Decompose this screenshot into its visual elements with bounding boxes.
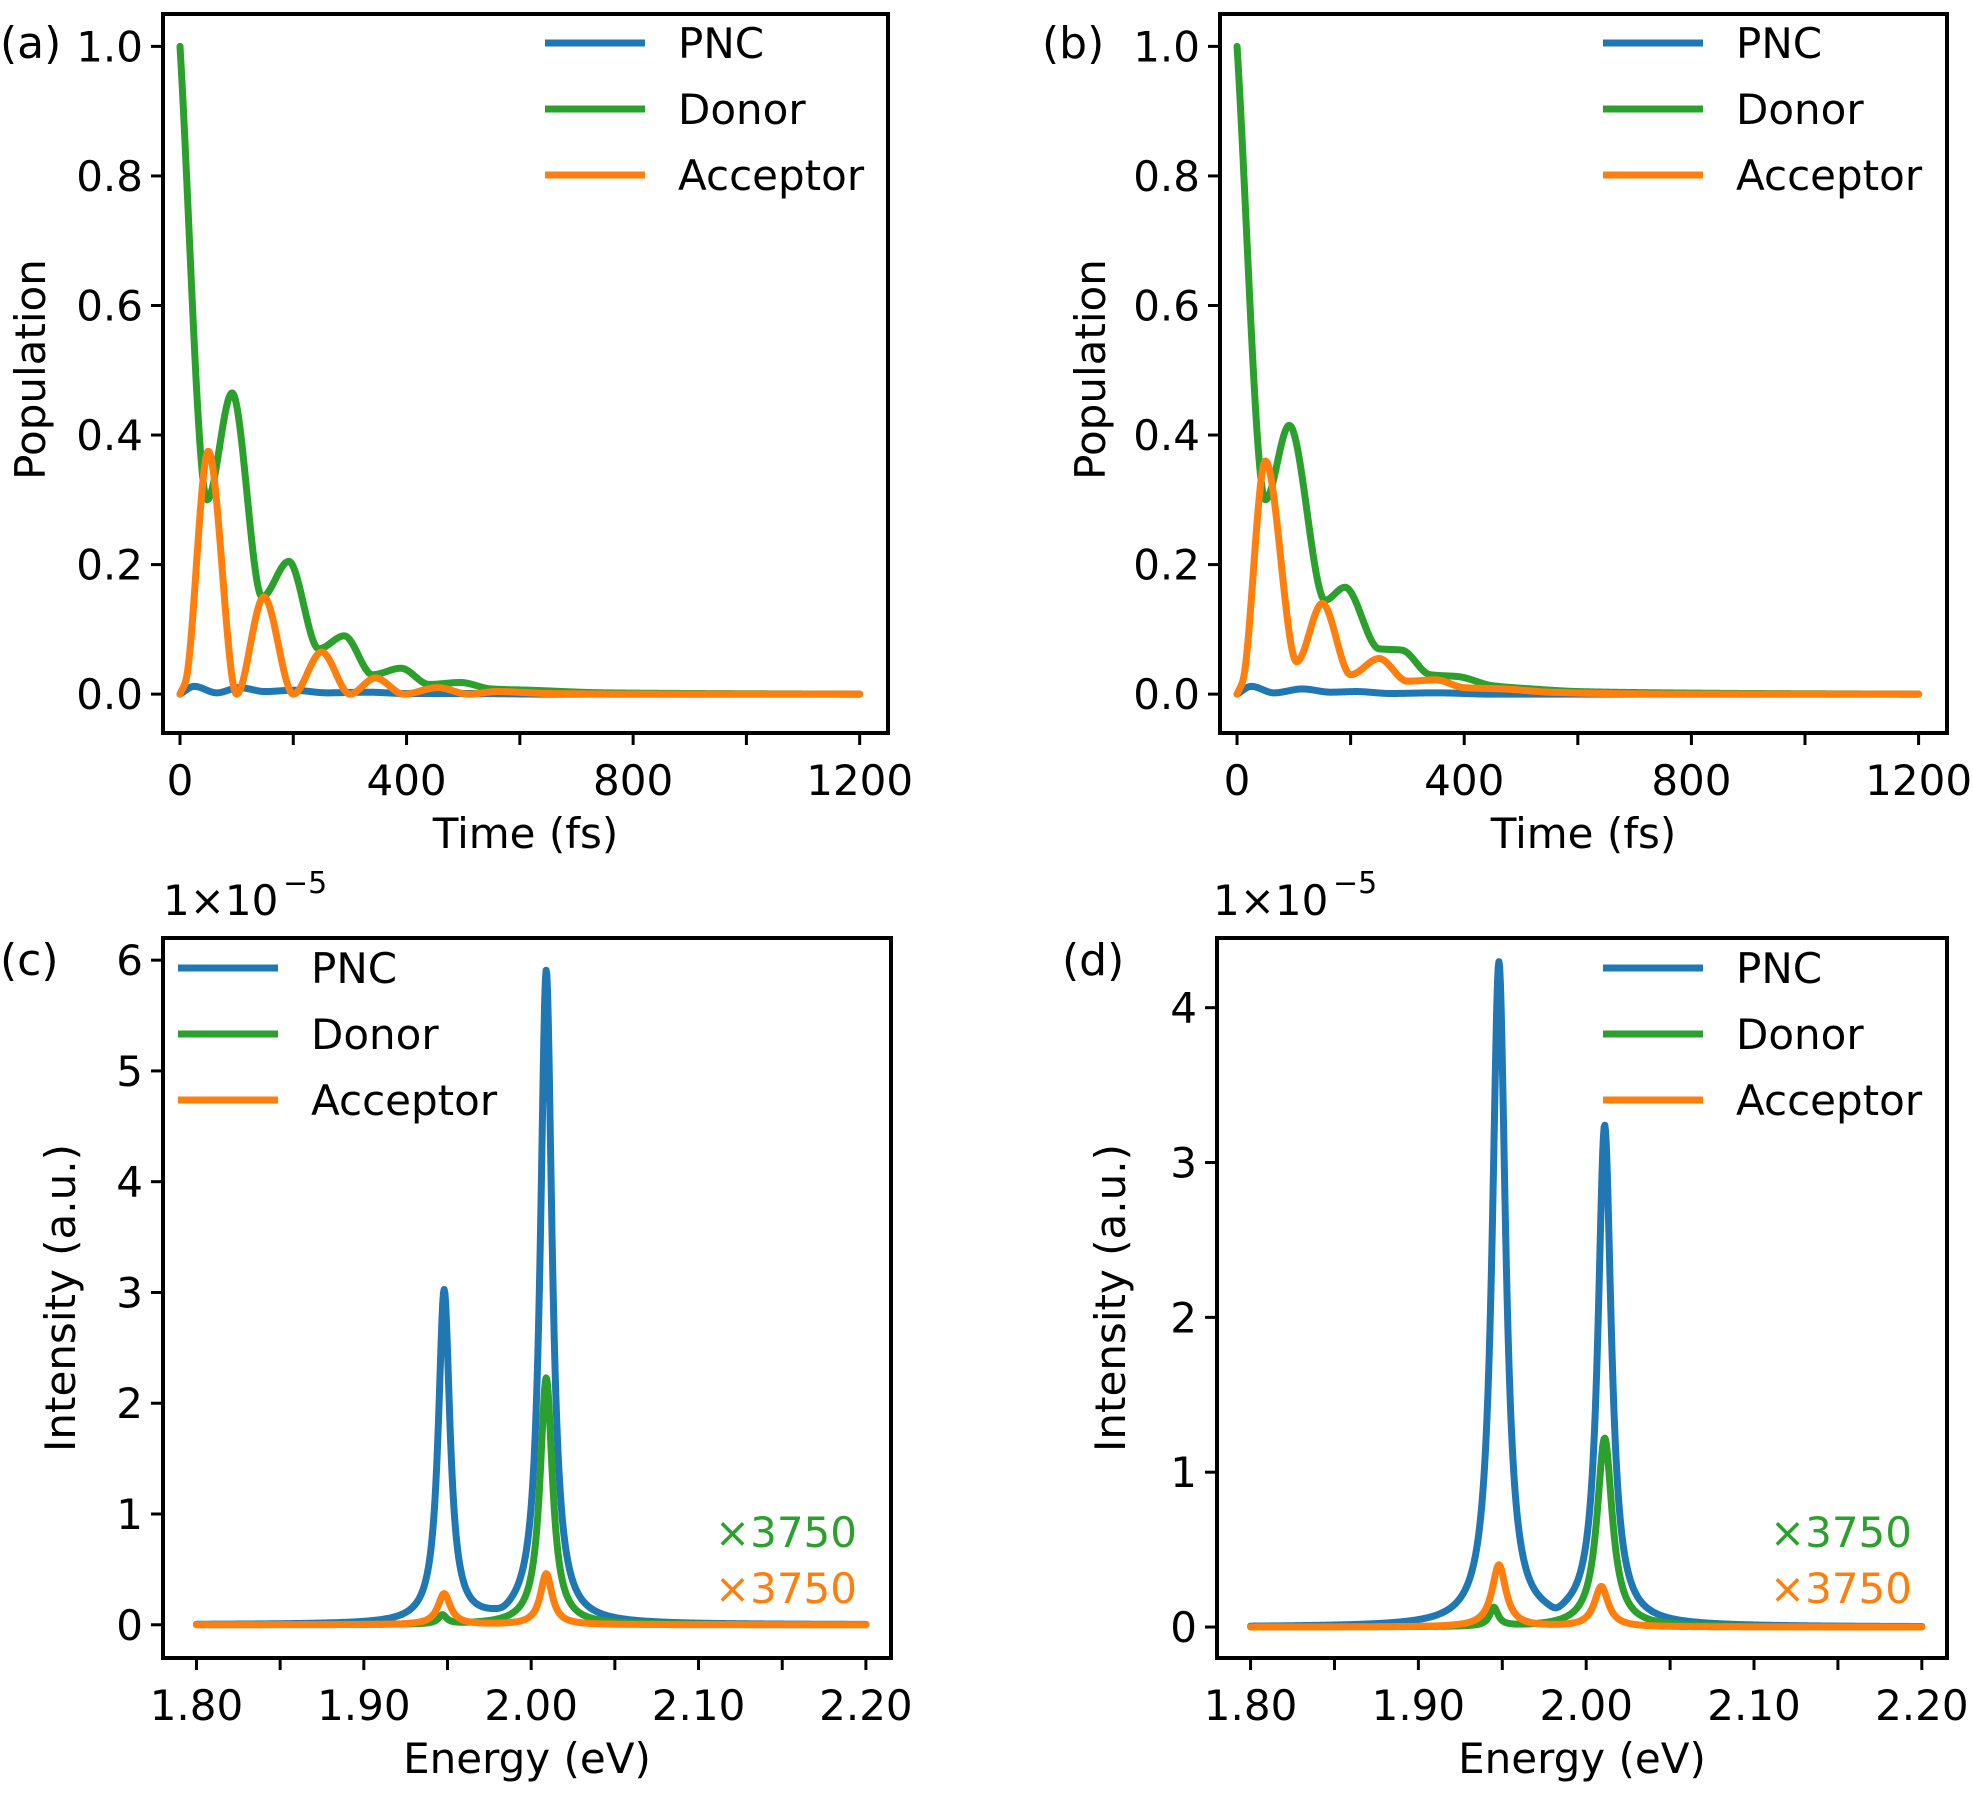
x-axis-label: Time (fs) — [432, 809, 619, 858]
legend-label-donor: Donor — [678, 85, 806, 134]
legend: PNC Donor Acceptor — [1603, 944, 1923, 1125]
panel-b: 0 400 800 1200 0.0 0.2 0.4 0.6 0.8 1.0 Time (fs) Po… — [1042, 12, 1972, 858]
series-line-donor — [1233, 42, 1923, 698]
legend-label-donor: Donor — [311, 1010, 439, 1059]
y-tick-label: 0.4 — [1133, 411, 1200, 460]
legend-label-pnc: PNC — [678, 19, 764, 68]
y-tick-label: 0 — [1170, 1603, 1197, 1652]
axes-frame — [161, 936, 893, 1660]
scale-factor-note-acceptor: ×3750 — [1770, 1564, 1912, 1613]
series-line-acceptor — [192, 1570, 870, 1629]
y-tick-label: 0.8 — [1133, 152, 1200, 201]
y-tick-label: 0 — [116, 1601, 143, 1650]
axes-frame — [1218, 12, 1949, 735]
x-tick-label: 1.90 — [317, 1681, 411, 1730]
x-tick-label: 1.80 — [150, 1681, 244, 1730]
y-axis-label: Intensity (a.u.) — [1086, 1144, 1135, 1452]
series-line-acceptor — [1233, 457, 1923, 698]
y-axis-label: Population — [6, 259, 55, 480]
legend-label-pnc: PNC — [1736, 944, 1822, 993]
legend: PNC Donor Acceptor — [178, 944, 498, 1125]
scale-factor-note-donor: ×3750 — [1770, 1508, 1912, 1557]
x-axis-label: Energy (eV) — [1458, 1734, 1706, 1783]
x-tick-label: 2.10 — [652, 1681, 746, 1730]
legend-label-pnc: PNC — [311, 944, 397, 993]
y-tick-label: 0.6 — [76, 281, 143, 330]
legend-label-donor: Donor — [1736, 85, 1864, 134]
panel-label: (a) — [0, 18, 61, 69]
x-tick-label: 2.00 — [484, 1681, 578, 1730]
x-tick-label: 1.80 — [1204, 1681, 1298, 1730]
plot-area — [1247, 958, 1926, 1631]
legend-label-pnc: PNC — [1736, 19, 1822, 68]
series-line-acceptor — [176, 447, 864, 698]
scale-factor-note-donor: ×3750 — [715, 1508, 857, 1557]
y-tick-label: 3 — [1170, 1139, 1197, 1188]
x-tick-label: 800 — [593, 756, 673, 805]
panel-d: 1.80 1.90 2.00 2.10 2.20 0 1 2 3 4 Energy (eV) Inte… — [1062, 866, 1969, 1783]
y-tick-label: 3 — [116, 1268, 143, 1317]
y-tick-label: 0.4 — [76, 411, 143, 460]
panel-label: (b) — [1042, 18, 1104, 69]
legend-label-acceptor: Acceptor — [1736, 151, 1923, 200]
y-tick-label: 0.2 — [1133, 541, 1200, 590]
x-tick-label: 2.20 — [1875, 1681, 1969, 1730]
x-tick-label: 400 — [366, 756, 446, 805]
y-tick-label: 2 — [1170, 1293, 1197, 1342]
y-tick-label: 0.2 — [76, 541, 143, 590]
x-axis-label: Energy (eV) — [403, 1734, 651, 1783]
y-tick-label: 0.6 — [1133, 281, 1200, 330]
series-line-donor — [176, 42, 864, 698]
x-tick-label: 1200 — [806, 756, 913, 805]
panel-label: (c) — [0, 935, 59, 986]
panel-a: 0 400 800 1200 0.0 0.2 0.4 0.6 0.8 1.0 Time (fs) Po… — [0, 12, 913, 858]
legend: PNC Donor Acceptor — [545, 19, 865, 200]
y-axis-label: Population — [1066, 259, 1115, 480]
x-tick-label: 400 — [1424, 756, 1504, 805]
axes-frame — [1215, 936, 1949, 1660]
y-tick-label: 4 — [1170, 984, 1197, 1033]
legend-label-acceptor: Acceptor — [311, 1076, 498, 1125]
y-tick-label: 0.8 — [76, 152, 143, 201]
x-tick-label: 2.00 — [1539, 1681, 1633, 1730]
y-offset-exponent: −5 — [283, 866, 327, 901]
y-tick-label: 6 — [116, 936, 143, 985]
y-tick-label: 2 — [116, 1379, 143, 1428]
plot-area — [1233, 42, 1923, 698]
x-tick-label: 1.90 — [1372, 1681, 1466, 1730]
y-tick-label: 0.0 — [1133, 670, 1200, 719]
panel-c: 1.80 1.90 2.00 2.10 2.20 0 1 2 3 4 5 6 Energy (eV) In… — [0, 866, 913, 1783]
y-offset-exponent: −5 — [1333, 866, 1377, 901]
y-offset-label: 1×10 — [163, 876, 278, 925]
panel-label: (d) — [1062, 935, 1124, 986]
y-tick-label: 0.0 — [76, 670, 143, 719]
x-tick-label: 800 — [1651, 756, 1731, 805]
plot-area — [192, 966, 870, 1629]
y-tick-label: 1 — [116, 1490, 143, 1539]
y-tick-label: 5 — [116, 1047, 143, 1096]
x-tick-label: 0 — [1224, 756, 1251, 805]
x-axis-label: Time (fs) — [1490, 809, 1677, 858]
x-tick-label: 2.10 — [1707, 1681, 1801, 1730]
legend: PNC Donor Acceptor — [1603, 19, 1923, 200]
legend-label-acceptor: Acceptor — [1736, 1076, 1923, 1125]
x-tick-label: 2.20 — [819, 1681, 913, 1730]
y-tick-label: 1 — [1170, 1448, 1197, 1497]
legend-label-donor: Donor — [1736, 1010, 1864, 1059]
y-axis-label: Intensity (a.u.) — [36, 1144, 85, 1452]
y-tick-label: 1.0 — [1133, 22, 1200, 71]
legend-label-acceptor: Acceptor — [678, 151, 865, 200]
y-offset-label: 1×10 — [1213, 876, 1328, 925]
plot-area — [176, 42, 864, 698]
y-tick-label: 4 — [116, 1158, 143, 1207]
axes-frame — [161, 12, 890, 735]
scale-factor-note-acceptor: ×3750 — [715, 1564, 857, 1613]
y-tick-label: 1.0 — [76, 22, 143, 71]
series-line-acceptor — [1247, 1561, 1926, 1631]
x-tick-label: 0 — [167, 756, 194, 805]
x-tick-label: 1200 — [1865, 756, 1972, 805]
